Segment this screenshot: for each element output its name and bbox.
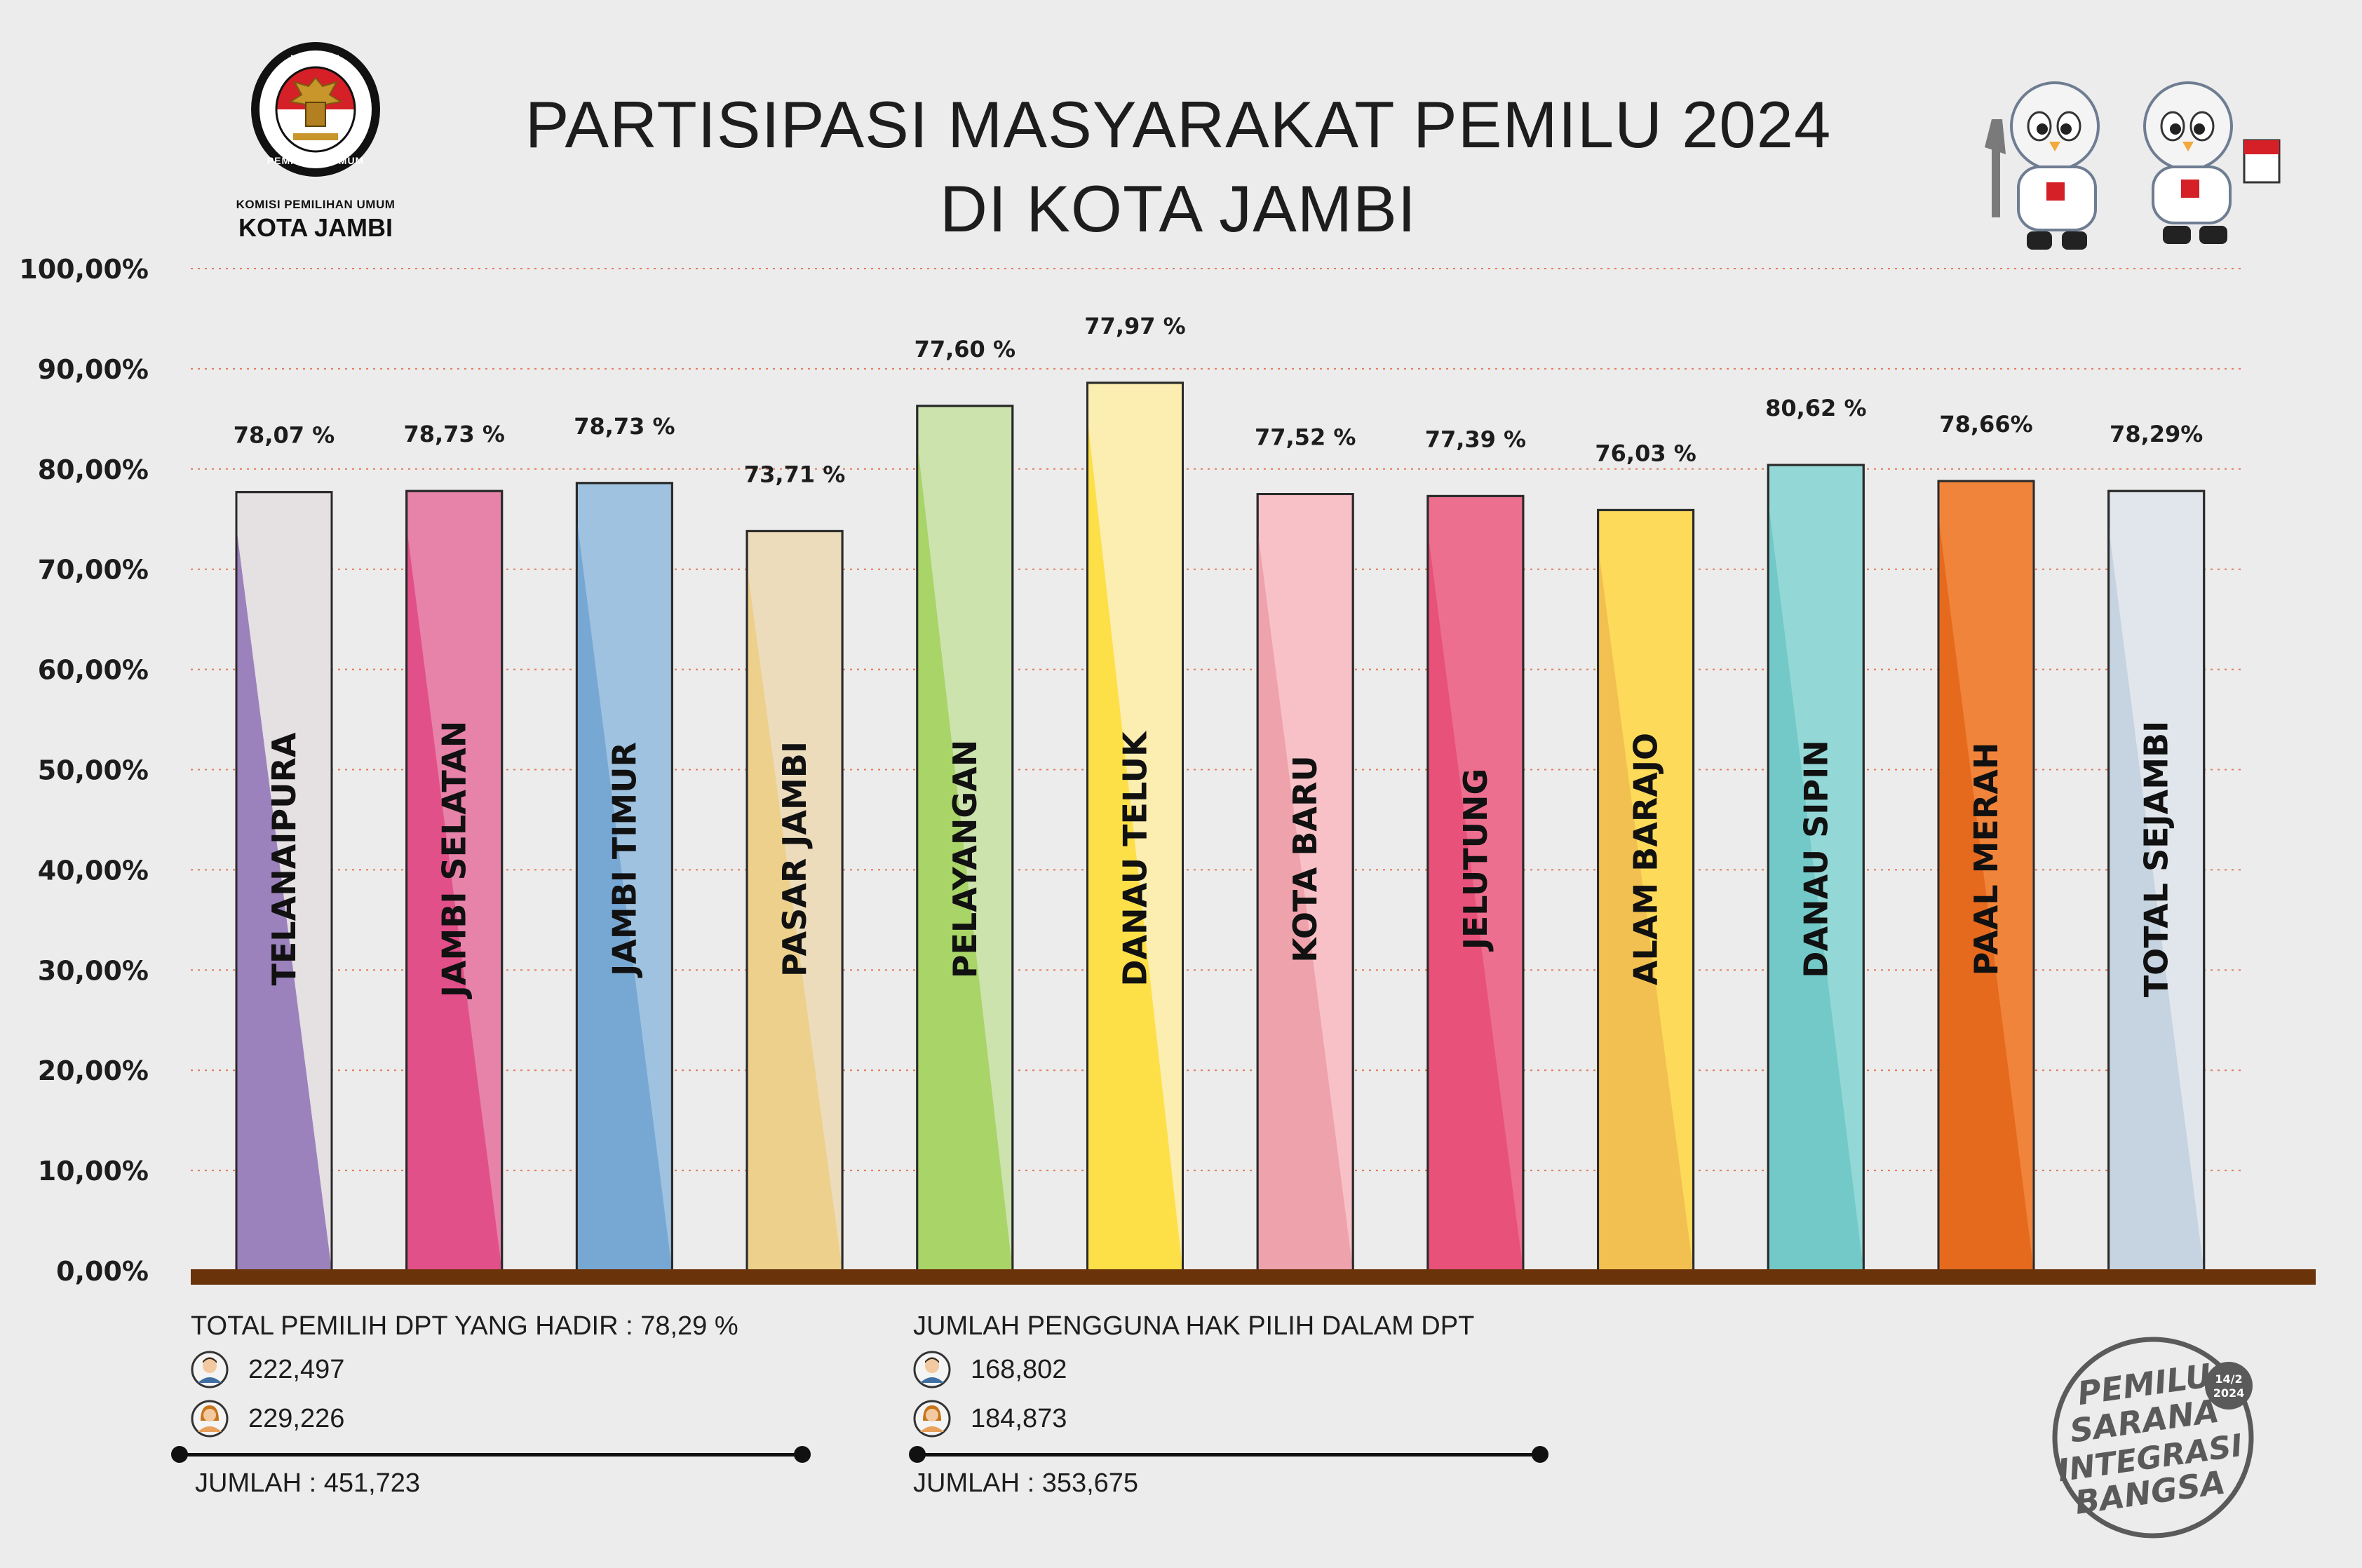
bar-category-label: PAAL MERAH <box>1967 743 2005 976</box>
logo-org-name: KOMISI PEMILIHAN UMUM <box>236 198 396 211</box>
y-tick-label: 90,00% <box>38 354 149 385</box>
right-divider-end-dot <box>1532 1446 1548 1463</box>
bar-value-label: 77,39 % <box>1425 426 1526 452</box>
bar-category-label: DANAU SIPIN <box>1797 740 1835 978</box>
bar-category-label: ALAM BARAJO <box>1627 733 1665 985</box>
bar-value-label: 78,66% <box>1939 411 2032 438</box>
usage-male-count: 168,802 <box>971 1355 1067 1384</box>
right-divider-line <box>917 1453 1540 1457</box>
male-voter-icon <box>191 1351 229 1388</box>
badge-date-bottom: 2024 <box>2213 1386 2245 1400</box>
mascot-icon <box>1985 81 2281 250</box>
title-line-1: PARTISIPASI MASYARAKAT PEMILU 2024 <box>525 88 1832 161</box>
y-tick-label: 30,00% <box>38 955 149 986</box>
logo-city-name: KOTA JAMBI <box>238 213 393 242</box>
logo-ring-top: KOMISI <box>290 53 341 66</box>
bar-shade <box>576 518 673 1271</box>
bar-category-label: PELAYANGAN <box>946 740 984 979</box>
usage-total: JUMLAH : 353,675 <box>913 1468 1139 1498</box>
bar-chart: 0,00% 10,00% 20,00% 30,00% 40,00% 50,00% 60,00… <box>19 254 2316 1287</box>
y-tick-label: 50,00% <box>38 755 149 786</box>
bar-group: 78,66% PAAL MERAH <box>1937 411 2035 1272</box>
bar-value-label: 78,73 % <box>403 421 504 447</box>
bar-category-label: JAMBI SELATAN <box>436 721 473 999</box>
dpt-female-count: 229,226 <box>248 1404 345 1433</box>
dpt-male-count: 222,497 <box>248 1355 345 1384</box>
y-tick-label: 40,00% <box>38 855 149 886</box>
bar-category-label: TELANAIPURA <box>265 732 303 985</box>
bar-value-label: 77,52 % <box>1255 424 1356 451</box>
pemilu-badge-icon: 14/2 2024 PEMILU SARANA INTEGRASI BANGSA <box>2052 1337 2254 1539</box>
bar-group: 80,62 % DANAU SIPIN <box>1765 395 1867 1272</box>
bar-value-label: 78,73 % <box>574 413 675 440</box>
bar-value-label: 78,07 % <box>234 422 335 449</box>
bar-category-label: JELUTUNG <box>1457 769 1494 952</box>
y-tick-label: 60,00% <box>38 655 149 686</box>
bar-group: 77,39 % JELUTUNG <box>1425 426 1526 1272</box>
right-divider-start-dot <box>909 1446 926 1463</box>
bar-value-label: 77,60 % <box>915 336 1015 363</box>
bar-category-label: PASAR JAMBI <box>776 741 814 977</box>
bar-group: 76,03 % ALAM BARAJO <box>1595 440 1696 1272</box>
dpt-total: JUMLAH : 451,723 <box>195 1468 421 1498</box>
kpu-logo-icon: KOMISI PEMILIHAN UMUM <box>251 42 380 177</box>
bar-value-label: 73,71 % <box>744 461 845 487</box>
female-voter-icon <box>913 1400 951 1438</box>
logo-ring-bottom: PEMILIHAN UMUM <box>267 155 364 166</box>
bar-value-label: 76,03 % <box>1595 440 1696 466</box>
x-axis-baseline <box>191 1269 2316 1285</box>
y-tick-label: 70,00% <box>38 555 149 586</box>
female-voter-icon <box>191 1400 229 1438</box>
bar-group: 78,07 % TELANAIPURA <box>234 422 335 1272</box>
bar-shade <box>1768 500 1864 1271</box>
bar-category-label: KOTA BARU <box>1286 755 1324 963</box>
bar-value-label: 77,97 % <box>1084 313 1185 339</box>
bar-shade <box>747 566 843 1271</box>
bar-group: 73,71 % PASAR JAMBI <box>744 461 845 1272</box>
usage-female-count: 184,873 <box>971 1404 1067 1433</box>
bar-group: 78,29% TOTAL SEJAMBI <box>2107 421 2206 1272</box>
bar-shade <box>2108 526 2204 1271</box>
bar-category-label: JAMBI TIMUR <box>605 742 643 978</box>
y-tick-label: 80,00% <box>38 454 149 485</box>
y-tick-label: 10,00% <box>38 1156 149 1187</box>
bar-value-label: 80,62 % <box>1765 395 1866 421</box>
bar-group: 77,97 % DANAU TELUK <box>1084 313 1186 1272</box>
bar-shade <box>1427 531 1523 1271</box>
y-tick-label: 0,00% <box>56 1256 149 1287</box>
left-divider-end-dot <box>794 1446 811 1463</box>
male-voter-icon <box>913 1351 951 1388</box>
bar-group: 77,52 % KOTA BARU <box>1255 424 1356 1272</box>
bar-shade <box>236 527 332 1271</box>
bar-shade <box>406 526 502 1271</box>
y-tick-label: 20,00% <box>38 1055 149 1086</box>
bar-shade <box>1938 515 2034 1271</box>
bar-shade <box>1257 529 1354 1271</box>
dpt-attendance-heading: TOTAL PEMILIH DPT YANG HADIR : 78,29 % <box>191 1311 738 1341</box>
bar-value-label: 78,29% <box>2110 421 2203 447</box>
y-tick-label: 100,00% <box>19 254 149 285</box>
page-title: PARTISIPASI MASYARAKAT PEMILU 2024 DI KO… <box>393 83 1964 251</box>
bar-group: 77,60 % PELAYANGAN <box>915 336 1015 1272</box>
title-line-2: DI KOTA JAMBI <box>940 172 1417 245</box>
chart-grid <box>191 268 2244 1172</box>
left-divider-start-dot <box>171 1446 188 1463</box>
voter-usage-heading: JUMLAH PENGGUNA HAK PILIH DALAM DPT <box>913 1311 1475 1341</box>
badge-date-top: 14/2 <box>2215 1372 2242 1386</box>
bar-group: 78,73 % JAMBI SELATAN <box>403 421 505 1272</box>
bar-category-label: DANAU TELUK <box>1116 730 1154 987</box>
bar-shade <box>1598 545 1694 1271</box>
y-axis-ticks: 0,00% 10,00% 20,00% 30,00% 40,00% 50,00% 60,00… <box>19 254 149 1287</box>
bar-category-label: TOTAL SEJAMBI <box>2138 721 2175 997</box>
left-divider-line <box>180 1453 802 1457</box>
bar-shade <box>1087 417 1183 1271</box>
bar-shade <box>917 440 1013 1271</box>
bar-group: 78,73 % JAMBI TIMUR <box>574 413 675 1272</box>
